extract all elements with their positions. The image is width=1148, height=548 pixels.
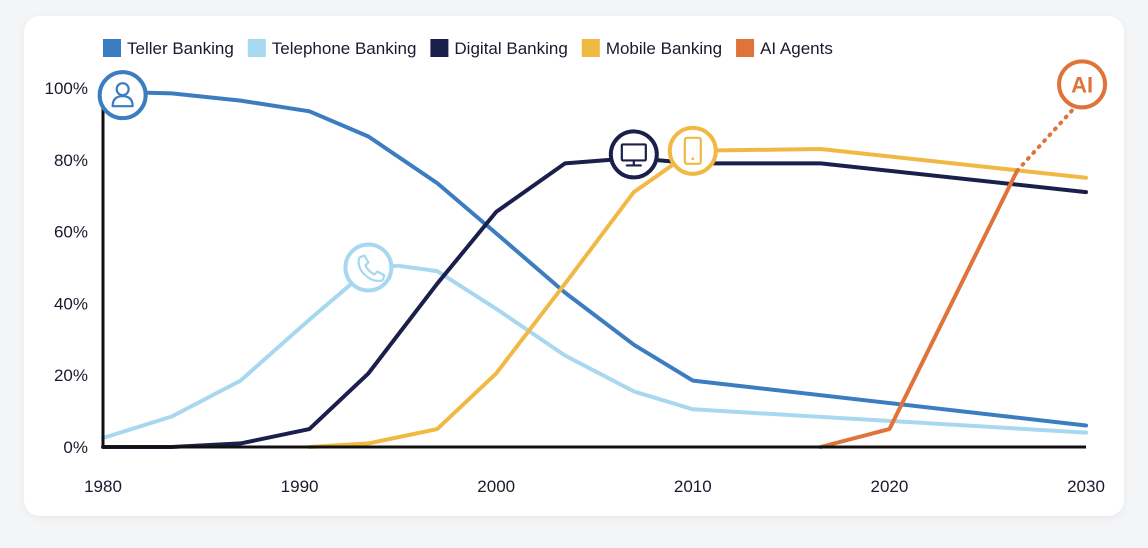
series-projection-ai-agents [1015,103,1079,173]
series-lines [101,89,1088,449]
person-icon [97,70,148,121]
x-tick-label: 1990 [281,477,319,496]
ai-badge-label: AI [1071,72,1093,97]
x-tick-label: 2000 [477,477,515,496]
legend-swatch [247,39,266,57]
x-tick-label: 2030 [1067,477,1105,496]
legend-item-mobile-banking: Mobile Banking [581,39,722,58]
y-tick-label: 40% [54,294,88,313]
legend-swatch [430,39,449,57]
axes [101,92,1086,449]
legend-item-digital-banking: Digital Banking [430,39,568,58]
legend-label: Telephone Banking [272,39,417,58]
monitor-icon [608,129,659,180]
badge-ring-ai-agents [1057,59,1108,110]
legend-label: AI Agents [760,39,833,58]
y-tick-label: 0% [63,438,88,457]
legend: Teller Banking Telephone Banking Digital B… [103,39,833,58]
x-tick-label: 2020 [870,477,908,496]
legend-swatch [581,39,600,57]
series-line-digital-banking [101,156,1088,449]
series-line-mobile-banking [307,147,1088,449]
y-tick-label: 80% [54,151,88,170]
x-tick-label: 1980 [84,477,122,496]
legend-item-ai-agents: AI Agents [736,39,833,58]
y-tick-label: 20% [54,366,88,385]
legend-label: Digital Banking [454,39,567,58]
phone-icon [343,242,394,293]
legend-label: Teller Banking [127,39,234,58]
legend-label: Mobile Banking [606,39,722,58]
chart-card [24,16,1124,516]
badge-ring-digital-banking [608,129,659,180]
series-line-ai-agents [818,168,1020,449]
legend-swatch [103,39,121,57]
legend-item-telephone-banking: Telephone Banking [247,39,417,58]
mobile-icon [667,125,718,176]
series-icons: AI [97,59,1108,293]
badge-ring-telephone-banking [343,242,394,293]
legend-swatch [736,39,755,57]
badge-ring-mobile-banking [667,125,718,176]
y-tick-label: 60% [54,223,88,242]
series-line-teller-banking [101,89,1088,428]
x-tick-label: 2010 [674,477,712,496]
ai-badge: AI [1057,59,1108,110]
legend-item-teller-banking: Teller Banking [103,39,234,58]
tick-labels: 1980 1990 2000 2010 2020 2030 0% 20% 40% 60% 80% 10… [45,79,1105,496]
y-tick-label: 100% [45,79,88,98]
series-line-telephone-banking [101,263,1088,440]
